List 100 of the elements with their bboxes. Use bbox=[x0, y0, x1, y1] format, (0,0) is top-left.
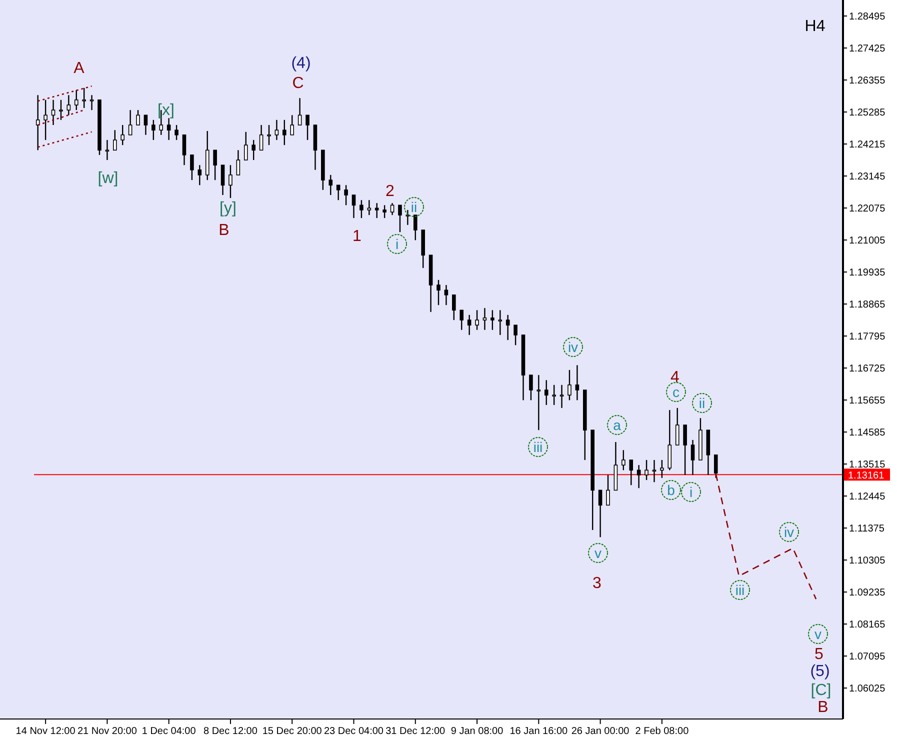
candlestick bbox=[166, 118, 171, 141]
candlestick bbox=[267, 124, 271, 146]
annotation: B bbox=[818, 699, 828, 716]
candlestick bbox=[436, 279, 440, 306]
candlestick bbox=[105, 139, 110, 161]
y-tick-label: 1.13515 bbox=[849, 460, 886, 471]
y-tick-label: 1.17795 bbox=[849, 332, 886, 343]
y-tick-label: 1.28495 bbox=[849, 12, 886, 22]
annotation: [x] bbox=[158, 102, 174, 119]
annotation: a bbox=[613, 417, 622, 433]
candlestick bbox=[714, 454, 718, 479]
candlestick bbox=[144, 114, 148, 136]
candlestick bbox=[544, 380, 548, 406]
candlestick bbox=[360, 199, 364, 219]
candlestick bbox=[336, 184, 340, 201]
candlestick bbox=[490, 310, 494, 330]
annotation: iv bbox=[784, 524, 794, 540]
candlestick bbox=[174, 124, 178, 141]
annotation: b bbox=[667, 482, 676, 498]
x-tick-label: 9 Jan 08:00 bbox=[450, 726, 504, 737]
candlestick bbox=[452, 294, 456, 321]
candlestick bbox=[274, 119, 279, 141]
candlestick bbox=[120, 124, 125, 146]
candlestick bbox=[644, 459, 648, 481]
candlestick bbox=[182, 134, 186, 166]
candlestick bbox=[467, 314, 472, 336]
candlestick bbox=[660, 459, 664, 479]
candlestick bbox=[606, 474, 610, 506]
y-tick-label: 1.15655 bbox=[849, 396, 886, 407]
annotation: 1 bbox=[352, 228, 362, 245]
y-tick-label: 1.11375 bbox=[849, 524, 885, 535]
ref-line-label: 1.13161 bbox=[848, 470, 885, 482]
candlestick bbox=[236, 150, 240, 176]
y-tick-label: 1.12445 bbox=[849, 492, 886, 503]
candlestick bbox=[128, 109, 132, 136]
y-tick-label: 1.21005 bbox=[849, 236, 886, 247]
candlestick bbox=[506, 314, 510, 341]
candlestick bbox=[220, 164, 225, 196]
candlestick bbox=[44, 99, 48, 141]
candlestick bbox=[683, 424, 687, 476]
candlestick bbox=[36, 94, 40, 151]
candlestick bbox=[575, 364, 580, 401]
annotation: 2 bbox=[386, 183, 395, 200]
candlestick bbox=[328, 174, 333, 196]
candlestick bbox=[66, 94, 71, 116]
annotation: [y] bbox=[220, 200, 236, 217]
candlestick bbox=[690, 439, 695, 476]
candlestick bbox=[636, 464, 641, 489]
annotation: ii bbox=[410, 199, 418, 215]
candlestick bbox=[136, 109, 140, 126]
candlestick bbox=[298, 98, 302, 126]
candlestick bbox=[59, 99, 63, 121]
y-tick-label: 1.19935 bbox=[849, 268, 886, 279]
y-tick-label: 1.26355 bbox=[849, 76, 886, 87]
annotation: ii bbox=[698, 395, 706, 411]
annotation: 3 bbox=[592, 575, 602, 592]
y-tick-label: 1.14585 bbox=[849, 428, 886, 439]
candlestick bbox=[475, 310, 479, 330]
candlestick bbox=[259, 124, 264, 151]
y-tick-label: 1.09235 bbox=[849, 588, 886, 599]
annotation: iii bbox=[735, 582, 745, 598]
y-tick-label: 1.23145 bbox=[849, 172, 886, 183]
candlestick bbox=[413, 214, 418, 241]
candlestick bbox=[398, 204, 402, 233]
x-tick-label: 23 Dec 04:00 bbox=[324, 726, 384, 737]
y-tick-label: 1.24215 bbox=[849, 140, 886, 151]
candlestick bbox=[90, 94, 94, 111]
x-tick-label: 31 Dec 12:00 bbox=[386, 726, 446, 737]
candlestick bbox=[382, 204, 386, 219]
candlestick bbox=[213, 150, 217, 181]
candlestick bbox=[352, 194, 356, 219]
candlestick bbox=[306, 114, 310, 141]
candlestick bbox=[498, 310, 502, 336]
candlestick bbox=[374, 202, 379, 219]
annotation: v bbox=[814, 626, 822, 642]
candlestick bbox=[529, 374, 533, 401]
annotation: 4 bbox=[670, 369, 680, 386]
annotation: A bbox=[74, 60, 85, 77]
x-tick-label: 15 Dec 20:00 bbox=[262, 726, 322, 737]
candlestick bbox=[74, 89, 78, 111]
candlestick bbox=[198, 164, 202, 186]
x-tick-label: 26 Jan 00:00 bbox=[571, 726, 630, 737]
y-tick-label: 1.06025 bbox=[849, 684, 886, 695]
annotation: 5 bbox=[814, 646, 824, 663]
candlestick bbox=[568, 369, 572, 401]
candlestick bbox=[552, 384, 556, 406]
y-tick-label: 1.07095 bbox=[849, 652, 886, 663]
annotation: [C] bbox=[810, 682, 832, 699]
candlestick bbox=[444, 284, 448, 306]
annotation: c bbox=[672, 384, 680, 400]
candlestick bbox=[536, 374, 541, 431]
x-tick-label: 21 Nov 20:00 bbox=[77, 726, 138, 737]
y-tick-label: 1.22075 bbox=[849, 204, 886, 215]
candlestick bbox=[344, 184, 348, 206]
y-tick-label: 1.16725 bbox=[849, 364, 886, 375]
candlestick bbox=[622, 450, 626, 471]
annotation: v bbox=[594, 545, 602, 561]
candlestick bbox=[482, 307, 487, 330]
annotation: i bbox=[395, 236, 399, 252]
candlestick bbox=[290, 114, 294, 136]
